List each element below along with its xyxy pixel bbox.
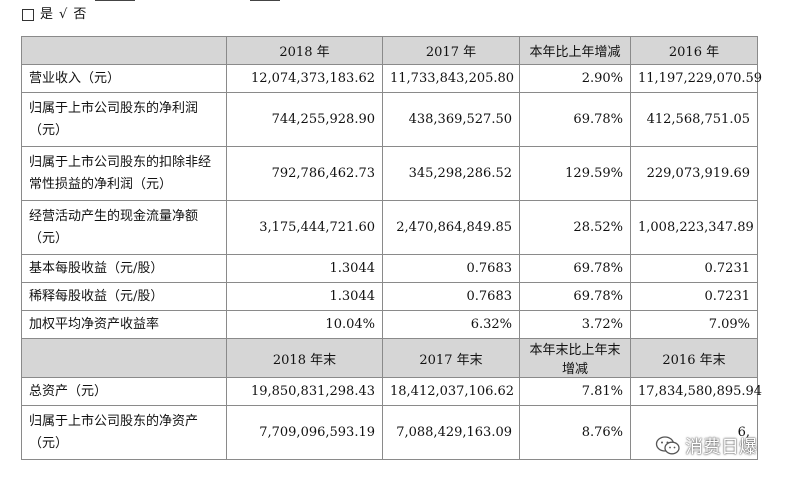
value-cell: 229,073,919.69 (630, 146, 758, 201)
value-cell: 18,412,037,106.62 (382, 377, 520, 406)
checkbox-empty (22, 9, 34, 21)
value-cell: 0.7231 (630, 254, 758, 283)
table-row: 归属于上市公司股东的扣除非经常性损益的净利润（元） 792,786,462.73… (21, 146, 758, 201)
row-label: 总资产（元） (21, 377, 227, 406)
value-cell: 7.09% (630, 310, 758, 339)
table-row: 总资产（元） 19,850,831,298.43 18,412,037,106.… (21, 377, 762, 406)
value-cell: 0.7683 (382, 282, 520, 311)
watermark: 消费日爆 (655, 433, 757, 459)
table-row: 经营活动产生的现金流量净额（元） 3,175,444,721.60 2,470,… (21, 200, 758, 255)
row-label: 营业收入（元） (21, 64, 227, 93)
value-cell: 6.32% (382, 310, 520, 339)
value-cell: 2,470,864,849.85 (382, 200, 520, 255)
table-row: 加权平均净资产收益率 10.04% 6.32% 3.72% 7.09% (21, 310, 758, 339)
value-cell: 69.78% (519, 92, 631, 147)
header-blank-cell (21, 36, 227, 65)
value-cell: 3,175,444,721.60 (226, 200, 383, 255)
value-cell: 412,568,751.05 (630, 92, 758, 147)
value-cell: 129.59% (519, 146, 631, 201)
value-cell: 1.3044 (226, 254, 383, 283)
wechat-icon (655, 436, 680, 455)
table-row: 基本每股收益（元/股） 1.3044 0.7683 69.78% 0.7231 (21, 254, 758, 283)
value-cell: 12,074,373,183.62 (226, 64, 383, 93)
value-cell: 7,709,096,593.19 (226, 405, 383, 460)
table-row: 稀释每股收益（元/股） 1.3044 0.7683 69.78% 0.7231 (21, 282, 758, 311)
table-row: 归属于上市公司股东的净利润（元） 744,255,928.90 438,369,… (21, 92, 758, 147)
value-cell: 7.81% (519, 377, 631, 406)
table-row: 归属于上市公司股东的净资产（元） 7,709,096,593.19 7,088,… (21, 405, 758, 460)
value-cell: 2.90% (519, 64, 631, 93)
header-cell: 本年末比上年末增减 (519, 338, 631, 378)
value-cell: 792,786,462.73 (226, 146, 383, 201)
value-cell: 0.7683 (382, 254, 520, 283)
row-label: 归属于上市公司股东的净利润（元） (21, 92, 227, 147)
header-cell: 本年比上年增减 (519, 36, 631, 65)
yes-no-indicator: 是 √ 否 (22, 6, 86, 24)
table-header-row: 2018 年 2017 年 本年比上年增减 2016 年 (21, 36, 758, 65)
value-cell: 69.78% (519, 282, 631, 311)
row-label: 稀释每股收益（元/股） (21, 282, 227, 311)
value-cell: 7,088,429,163.09 (382, 405, 520, 460)
row-label: 归属于上市公司股东的扣除非经常性损益的净利润（元） (21, 146, 227, 201)
row-label: 经营活动产生的现金流量净额（元） (21, 200, 227, 255)
value-cell: 11,197,229,070.59 (630, 64, 762, 93)
value-cell: 345,298,286.52 (382, 146, 520, 201)
value-cell: 6, (630, 405, 758, 460)
row-label: 基本每股收益（元/股） (21, 254, 227, 283)
value-cell: 3.72% (519, 310, 631, 339)
row-label: 加权平均净资产收益率 (21, 310, 227, 339)
watermark-text: 消费日爆 (685, 437, 757, 458)
header-blank-cell (21, 338, 227, 378)
value-cell: 744,255,928.90 (226, 92, 383, 147)
value-cell: 69.78% (519, 254, 631, 283)
value-cell: 1,008,223,347.89 (630, 200, 758, 255)
no-label: 否 (73, 7, 87, 22)
yes-label: 是 (40, 7, 54, 22)
top-trace-lines (0, 0, 300, 4)
table-row: 营业收入（元） 12,074,373,183.62 11,733,843,205… (21, 64, 762, 93)
value-cell: 438,369,527.50 (382, 92, 520, 147)
value-cell: 28.52% (519, 200, 631, 255)
financial-summary-table: 2018 年 2017 年 本年比上年增减 2016 年 营业收入（元） 12,… (21, 36, 762, 460)
value-cell: 10.04% (226, 310, 383, 339)
value-cell: 1.3044 (226, 282, 383, 311)
value-cell: 17,834,580,895.94 (630, 377, 762, 406)
value-cell: 0.7231 (630, 282, 758, 311)
header-cell: 2016 年末 (630, 338, 758, 378)
header-cell: 2017 年末 (382, 338, 520, 378)
header-cell: 2018 年末 (226, 338, 383, 378)
table-header-row: 2018 年末 2017 年末 本年末比上年末增减 2016 年末 (21, 338, 758, 378)
value-cell: 19,850,831,298.43 (226, 377, 383, 406)
checkmark: √ (59, 7, 68, 22)
header-cell: 2018 年 (226, 36, 383, 65)
value-cell: 11,733,843,205.80 (382, 64, 520, 93)
value-cell: 8.76% (519, 405, 631, 460)
header-cell: 2016 年 (630, 36, 758, 65)
row-label: 归属于上市公司股东的净资产（元） (21, 405, 227, 460)
header-cell: 2017 年 (382, 36, 520, 65)
